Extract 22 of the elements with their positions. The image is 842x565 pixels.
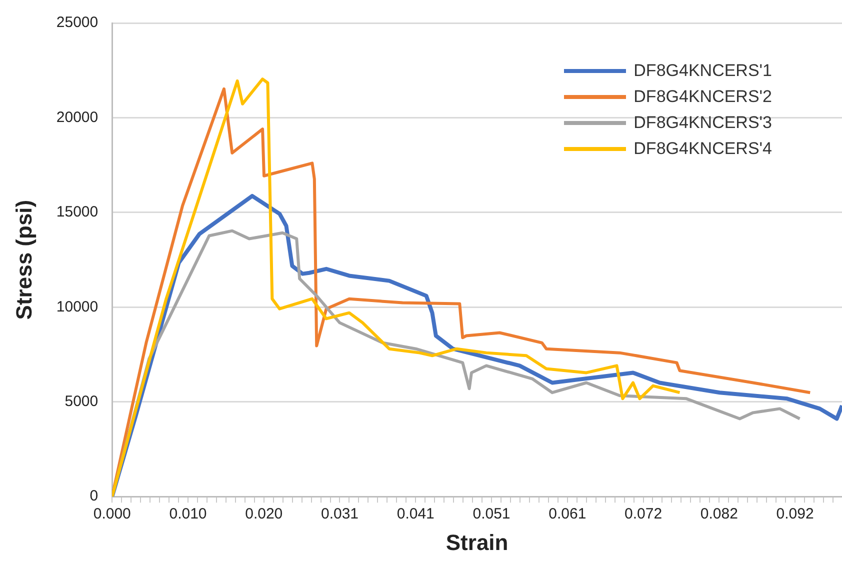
x-tick-label: 0.061	[548, 506, 586, 523]
x-tick-label: 0.010	[169, 506, 207, 523]
legend-label: DF8G4KNCERS'1	[634, 60, 772, 82]
x-tick-label: 0.020	[245, 506, 283, 523]
y-axis-title: Stress (psi)	[11, 200, 36, 320]
y-tick-label: 5000	[64, 393, 98, 410]
x-axis-title: Strain	[446, 530, 508, 555]
y-tick-label: 15000	[56, 204, 98, 221]
y-tick-label: 25000	[56, 14, 98, 32]
legend-label: DF8G4KNCERS'2	[634, 86, 772, 108]
y-tick-label: 20000	[56, 108, 98, 126]
x-tick-label: 0.092	[776, 506, 814, 523]
x-tick-label: 0.031	[320, 506, 359, 523]
y-tick-label: 0	[90, 488, 98, 505]
x-tick-label: 0.000	[93, 506, 131, 523]
legend-label: DF8G4KNCERS'4	[634, 138, 772, 160]
legend-label: DF8G4KNCERS'3	[634, 112, 772, 134]
x-tick-label: 0.051	[472, 506, 510, 523]
x-tick-label: 0.072	[624, 506, 662, 523]
y-tick-label: 10000	[56, 298, 98, 316]
x-tick-label: 0.041	[396, 506, 434, 523]
x-tick-label: 0.082	[700, 506, 738, 523]
